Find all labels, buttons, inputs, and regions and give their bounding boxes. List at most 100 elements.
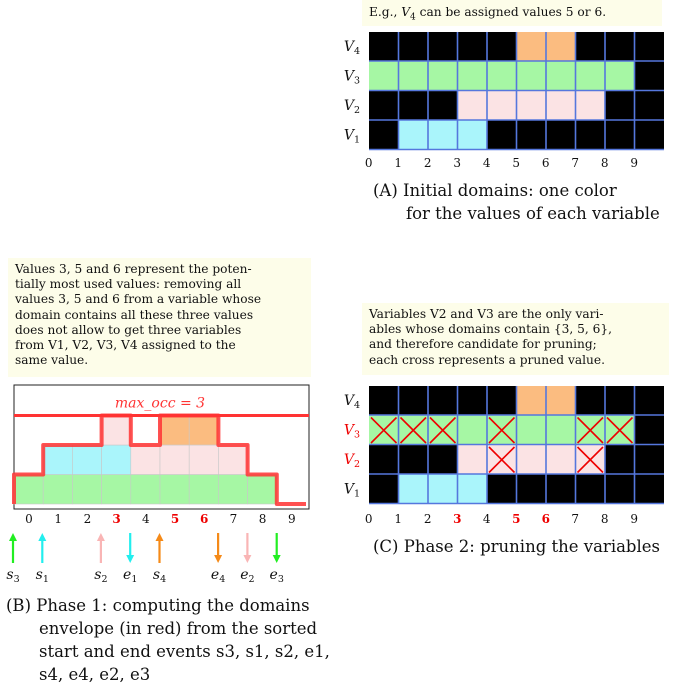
panel-a-cell-v3-5 [516,61,546,91]
panel-b-event-label-e3: e3 [270,567,284,585]
panel-c-value-label-6: 6 [542,512,550,526]
panel-b-event-arrowhead-e2 [243,555,252,563]
panel-a-cell-v4-5 [516,32,546,62]
panel-c-note-line3: and therefore candidate for pruning; [369,337,597,352]
panel-c-cross-v3-4-b [488,416,516,444]
panel-c-label-v4: V4 [344,393,360,411]
panel-b-note-line1: Values 3, 5 and 6 represent the poten- [15,262,252,276]
panel-c-cross-v3-2 [429,416,457,444]
panel-b-note-line3: values 3, 5 and 6 from a variable whose [15,292,262,307]
panel-c-cross-v3-8-b [606,416,634,444]
panel-c-cross-v2-7 [576,446,604,474]
panel-c-value-label-2: 2 [424,512,432,526]
panel-a-value-label-0: 0 [365,156,373,170]
panel-c-cell-v1-2 [428,474,458,504]
panel-b-event-arrowhead-e3 [272,555,281,563]
panel-b-event-arrowhead-e4 [214,555,223,563]
panel-c-cross-v3-1 [399,416,427,444]
panel-b-caption-line3: start and end events s3, s1, s2, e1, [39,642,330,661]
panel-b-value-label-7: 7 [230,512,238,526]
panel-a-label-v1: V1 [344,127,360,145]
panel-a-cell-v3-0 [369,61,399,91]
panel-a-cell-v3-1 [398,61,428,91]
panel-c-cross-v2-4-b [488,446,516,474]
panel-c-caption: (C) Phase 2: pruning the variables [373,535,660,558]
panel-b-caption-line1: (B) Phase 1: computing the domains [6,596,310,615]
panel-a-cell-v2-5 [516,91,546,121]
panel-a-grid-background [369,32,664,150]
panel-c-note: Variables V2 and V3 are the only vari- a… [362,303,669,375]
panel-c-cell-v3-7 [575,415,605,445]
panel-b-value-label-6: 6 [200,512,208,526]
panel-b-block-V1-1 [42,444,73,475]
panel-b-value-label-8: 8 [259,512,267,526]
panel-b-block-V2-5 [159,444,190,475]
panel-c-cell-v2-5 [516,445,546,475]
panel-c-cell-v3-3 [457,415,487,445]
panel-a-value-label-9: 9 [630,156,638,170]
panel-b-event-label-e2: e2 [240,567,254,585]
panel-c-cell-v3-4 [487,415,517,445]
panel-a-cell-v2-3 [457,91,487,121]
panel-c-cell-v1-3 [457,474,487,504]
panel-b-value-label-5: 5 [171,512,179,526]
panel-c-cell-v4-6 [546,386,576,416]
panel-c-cross-v2-7-b [576,446,604,474]
panel-b-block-V4-6 [188,415,219,446]
panel-a-label-v2: V2 [344,98,360,116]
panel-b-event-arrowhead-s2 [96,533,105,541]
panel-c-value-label-3: 3 [453,512,461,526]
panel-b-block-V2-6 [188,444,219,475]
panel-b-value-label-3: 3 [112,512,120,526]
panel-b-caption-line4: s4, e4, e2, e3 [39,665,151,684]
panel-b-event-label-s1: s1 [36,567,49,585]
panel-b-value-label-9: 9 [288,512,296,526]
panel-b-block-V3-8 [247,474,278,505]
panel-c-value-label-0: 0 [365,512,373,526]
panel-c-cell-v3-2 [428,415,458,445]
panel-c-cell-v2-4 [487,445,517,475]
panel-b-caption: (B) Phase 1: computing the domains envel… [6,594,330,686]
panel-b-event-arrowhead-s1 [38,533,47,541]
panel-a-value-label-7: 7 [571,156,579,170]
panel-a-cell-v3-7 [575,61,605,91]
panel-a-cell-v3-2 [428,61,458,91]
panel-b-note: Values 3, 5 and 6 represent the poten- t… [8,258,311,377]
panel-b-value-label-2: 2 [84,512,92,526]
panel-c-note-line2: ables whose domains contain {3, 5, 6}, [369,322,613,337]
panel-b-block-V3-4 [130,474,161,505]
panel-a-note-var: V [401,5,411,19]
panel-a-note-suffix: can be assigned values 5 or 6. [415,5,607,19]
panel-b-max-occ-label: max_occ = 3 [115,396,205,412]
panel-a-cell-v2-6 [546,91,576,121]
panel-b-block-V2-3 [101,415,132,446]
panel-a-caption-line2: for the values of each variable [406,204,660,223]
panel-c-cell-v3-5 [516,415,546,445]
panel-c-cross-v3-7 [576,416,604,444]
panel-c-cross-v3-4 [488,416,516,444]
panel-c-cell-v3-6 [546,415,576,445]
panel-c-value-label-4: 4 [483,512,491,526]
panel-c-value-label-1: 1 [394,512,402,526]
panel-b-event-label-s3: s3 [6,567,19,585]
panel-c-cell-v1-1 [398,474,428,504]
panel-a-note-prefix: E.g., [369,5,402,19]
panel-a-value-label-5: 5 [512,156,520,170]
panel-c-cross-v3-8 [606,416,634,444]
panel-b-event-arrowhead-s3 [9,533,17,541]
panel-b-block-V2-4 [130,444,161,475]
panel-a-value-label-6: 6 [542,156,550,170]
panel-a-cell-v3-6 [546,61,576,91]
panel-b-value-label-0: 0 [25,512,33,526]
panel-b-event-label-s4: s4 [153,567,166,585]
panel-c-caption-line1: (C) Phase 2: pruning the variables [373,537,661,556]
panel-c-value-label-7: 7 [571,512,579,526]
panel-c-cross-v3-0-b [370,416,398,444]
panel-c-cross-v2-4 [488,446,516,474]
panel-b-block-V3-0 [13,474,44,505]
panel-c-cell-v3-1 [398,415,428,445]
panel-a-value-label-8: 8 [601,156,609,170]
panel-c-cross-v3-1-b [399,416,427,444]
panel-b-caption-line2: envelope (in red) from the sorted [39,619,318,638]
panel-a-caption-line1: (A) Initial domains: one color [373,181,617,200]
